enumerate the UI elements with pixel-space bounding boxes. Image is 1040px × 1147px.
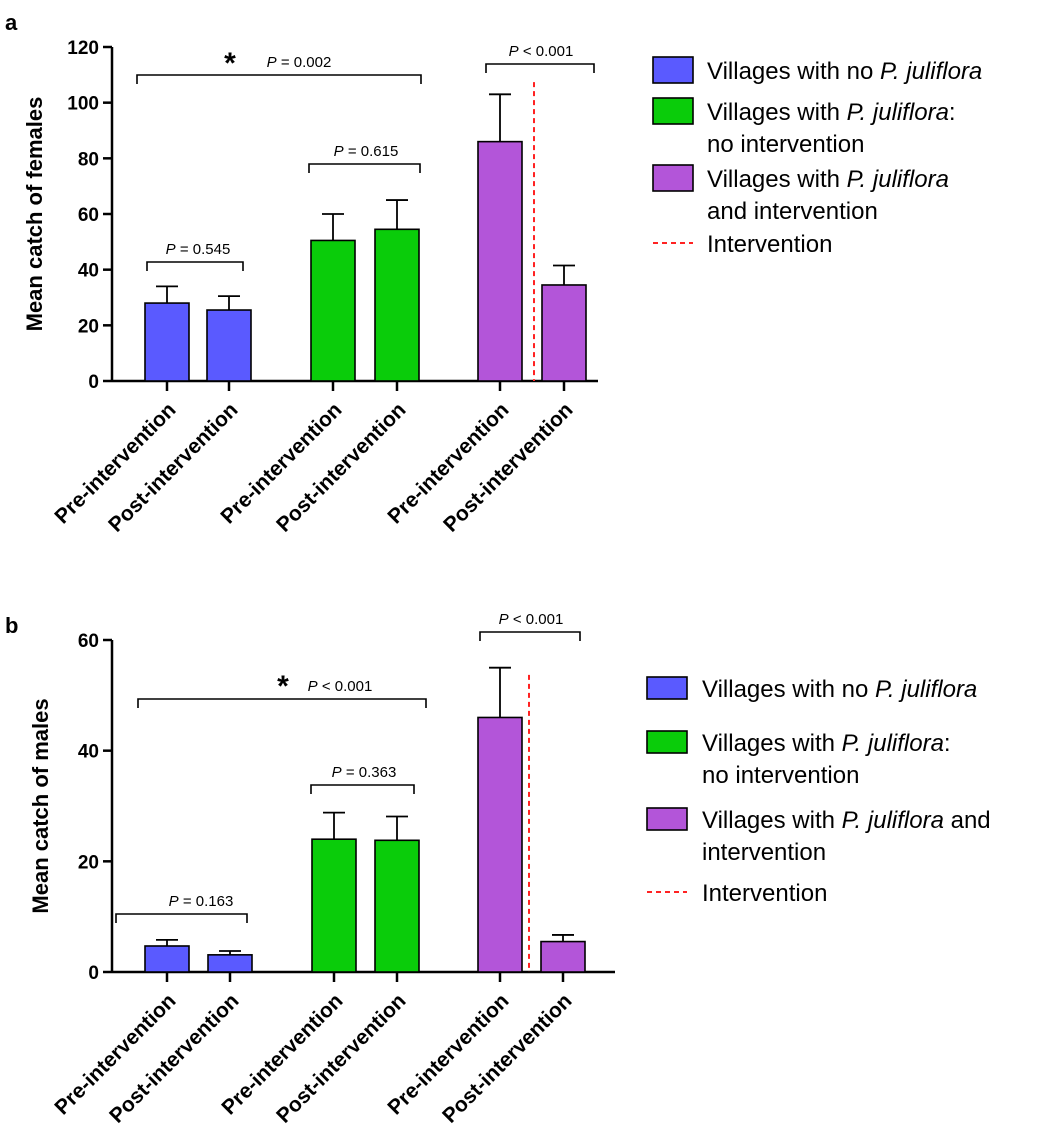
bar — [206, 309, 252, 382]
legend-label: no intervention — [702, 762, 859, 789]
p-value-label: P < 0.001 — [499, 611, 564, 628]
y-tick-label: 20 — [78, 316, 99, 337]
legend-label: Villages with P. juliflora: — [707, 99, 956, 126]
significance-star: * — [224, 47, 236, 80]
legend-swatch — [646, 730, 688, 754]
bar — [374, 839, 420, 973]
y-tick-label: 60 — [78, 631, 99, 652]
y-tick-label: 20 — [78, 852, 99, 873]
comparison-bracket — [479, 631, 581, 641]
legend-swatch — [646, 807, 688, 831]
bar — [374, 228, 420, 382]
bar — [541, 284, 587, 382]
legend-label: Villages with no P. juliflora — [702, 676, 977, 703]
p-value-label: P < 0.001 — [308, 678, 373, 695]
y-axis-label: Mean catch of males — [28, 698, 53, 913]
y-tick-label: 40 — [78, 742, 99, 763]
bar — [310, 239, 356, 382]
bar — [477, 140, 523, 382]
bar — [311, 838, 357, 973]
p-value-label: P = 0.163 — [169, 893, 234, 910]
y-tick-label: 120 — [67, 38, 99, 59]
comparison-bracket — [137, 698, 427, 708]
bar — [144, 945, 190, 973]
panel-letter: a — [5, 10, 18, 35]
legend-label: Villages with no P. juliflora — [707, 58, 982, 85]
legend-swatch — [652, 164, 694, 192]
y-tick-label: 0 — [88, 963, 99, 984]
legend-swatch — [652, 56, 694, 84]
y-axis-label: Mean catch of females — [22, 97, 47, 332]
comparison-bracket — [310, 784, 415, 794]
legend-label: Intervention — [702, 880, 827, 907]
panel-letter: b — [5, 613, 18, 638]
legend-label: intervention — [702, 839, 826, 866]
legend-label: Intervention — [707, 231, 832, 258]
bar — [207, 954, 253, 973]
legend-label: no intervention — [707, 131, 864, 158]
bar — [540, 940, 586, 973]
comparison-bracket — [485, 63, 595, 73]
legend-swatch — [652, 97, 694, 125]
legend-label: Villages with P. juliflora and — [702, 807, 991, 834]
p-value-label: P = 0.363 — [332, 764, 397, 781]
y-tick-label: 40 — [78, 261, 99, 282]
significance-star: * — [277, 670, 289, 703]
y-tick-label: 80 — [78, 149, 99, 170]
p-value-label: P = 0.615 — [334, 143, 399, 160]
comparison-bracket — [308, 163, 421, 173]
legend-swatch — [646, 676, 688, 700]
comparison-bracket — [146, 261, 244, 271]
comparison-bracket — [136, 74, 422, 84]
p-value-label: P = 0.545 — [166, 241, 231, 258]
y-tick-label: 100 — [67, 94, 99, 115]
p-value-label: P = 0.002 — [267, 54, 332, 71]
y-tick-label: 0 — [88, 372, 99, 393]
bar — [144, 302, 190, 382]
p-value-label: P < 0.001 — [509, 43, 574, 60]
bar — [477, 716, 523, 973]
y-tick-label: 60 — [78, 205, 99, 226]
legend-label: Villages with P. juliflora — [707, 166, 949, 193]
legend-label: Villages with P. juliflora: — [702, 730, 951, 757]
comparison-bracket — [115, 913, 248, 923]
legend-label: and intervention — [707, 198, 878, 225]
